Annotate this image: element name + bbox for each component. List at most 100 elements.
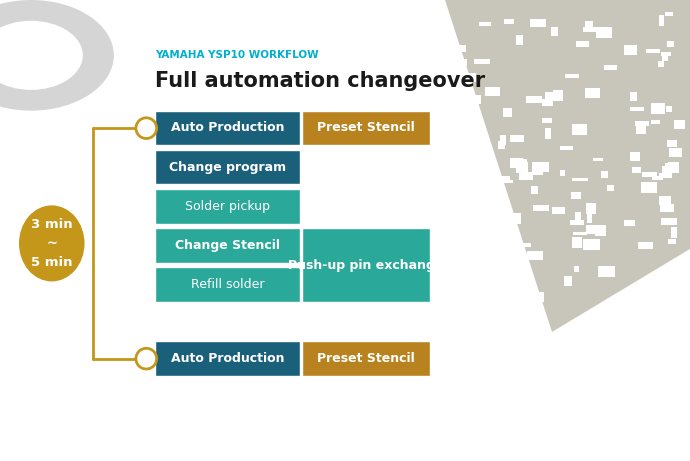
FancyBboxPatch shape [665,163,678,172]
FancyBboxPatch shape [517,162,528,172]
FancyBboxPatch shape [604,65,617,71]
FancyBboxPatch shape [482,164,495,170]
FancyBboxPatch shape [638,242,653,249]
Circle shape [0,21,83,90]
FancyBboxPatch shape [470,285,476,290]
Text: Change program: Change program [169,160,286,174]
FancyBboxPatch shape [469,95,481,104]
FancyBboxPatch shape [498,141,506,148]
FancyBboxPatch shape [511,213,521,224]
Text: 3 min
~
5 min: 3 min ~ 5 min [31,218,72,269]
FancyBboxPatch shape [511,316,522,321]
FancyBboxPatch shape [584,239,600,250]
FancyBboxPatch shape [671,227,678,238]
FancyBboxPatch shape [466,72,476,82]
FancyBboxPatch shape [516,35,523,45]
FancyBboxPatch shape [302,228,430,302]
FancyBboxPatch shape [553,90,563,100]
FancyBboxPatch shape [531,186,538,194]
FancyBboxPatch shape [510,159,523,168]
FancyBboxPatch shape [666,106,671,112]
FancyBboxPatch shape [636,124,646,135]
FancyBboxPatch shape [155,267,300,302]
Text: Preset Stencil: Preset Stencil [317,121,415,135]
FancyBboxPatch shape [653,176,663,180]
FancyBboxPatch shape [533,165,542,175]
FancyBboxPatch shape [571,192,580,199]
FancyBboxPatch shape [624,220,635,226]
Ellipse shape [136,118,157,138]
FancyBboxPatch shape [572,124,587,135]
FancyBboxPatch shape [460,304,477,308]
FancyBboxPatch shape [598,266,615,278]
FancyBboxPatch shape [674,120,685,130]
FancyBboxPatch shape [155,150,300,184]
FancyBboxPatch shape [635,121,649,126]
FancyBboxPatch shape [595,27,612,38]
FancyBboxPatch shape [586,212,592,223]
FancyBboxPatch shape [527,251,542,260]
FancyBboxPatch shape [658,61,664,67]
FancyBboxPatch shape [662,166,667,177]
Text: Auto Production: Auto Production [171,121,284,135]
FancyBboxPatch shape [532,162,549,172]
FancyBboxPatch shape [302,341,430,376]
FancyBboxPatch shape [486,312,492,316]
FancyBboxPatch shape [451,108,457,114]
FancyBboxPatch shape [457,68,463,78]
FancyBboxPatch shape [658,15,664,26]
FancyBboxPatch shape [502,108,512,118]
FancyBboxPatch shape [624,45,637,55]
FancyBboxPatch shape [451,59,467,66]
FancyBboxPatch shape [667,140,677,147]
Polygon shape [445,0,690,332]
FancyBboxPatch shape [155,341,300,376]
FancyBboxPatch shape [641,183,658,193]
FancyBboxPatch shape [535,291,544,302]
FancyBboxPatch shape [500,136,506,145]
FancyBboxPatch shape [457,45,466,52]
FancyBboxPatch shape [668,239,676,243]
FancyBboxPatch shape [647,49,660,53]
FancyBboxPatch shape [480,22,491,26]
FancyBboxPatch shape [631,107,644,111]
FancyBboxPatch shape [576,41,589,47]
FancyBboxPatch shape [463,269,468,277]
FancyBboxPatch shape [551,207,564,214]
FancyBboxPatch shape [486,185,497,195]
FancyBboxPatch shape [630,93,637,101]
Text: Change Stencil: Change Stencil [175,239,280,252]
FancyBboxPatch shape [542,118,552,123]
FancyBboxPatch shape [450,189,461,193]
FancyBboxPatch shape [560,146,573,150]
FancyBboxPatch shape [500,205,511,215]
FancyBboxPatch shape [585,22,593,29]
FancyBboxPatch shape [573,266,579,272]
FancyBboxPatch shape [660,173,671,178]
FancyBboxPatch shape [497,180,513,183]
FancyBboxPatch shape [551,27,558,36]
FancyBboxPatch shape [573,232,587,235]
Text: Full automation changeover: Full automation changeover [155,71,485,91]
FancyBboxPatch shape [667,41,675,47]
Ellipse shape [136,349,157,369]
FancyBboxPatch shape [595,225,606,236]
FancyBboxPatch shape [585,88,600,98]
FancyBboxPatch shape [530,19,546,27]
FancyBboxPatch shape [632,167,642,173]
FancyBboxPatch shape [560,170,565,176]
FancyBboxPatch shape [469,195,475,201]
FancyBboxPatch shape [661,52,671,56]
FancyBboxPatch shape [471,113,480,123]
FancyBboxPatch shape [583,27,600,32]
Circle shape [0,0,114,111]
FancyBboxPatch shape [572,177,588,181]
Text: Refill solder: Refill solder [191,278,264,291]
FancyBboxPatch shape [607,185,613,191]
FancyBboxPatch shape [502,176,510,183]
FancyBboxPatch shape [572,237,582,248]
FancyBboxPatch shape [542,99,553,106]
Text: Solder pickup: Solder pickup [185,200,270,213]
FancyBboxPatch shape [460,192,471,202]
FancyBboxPatch shape [586,203,595,214]
